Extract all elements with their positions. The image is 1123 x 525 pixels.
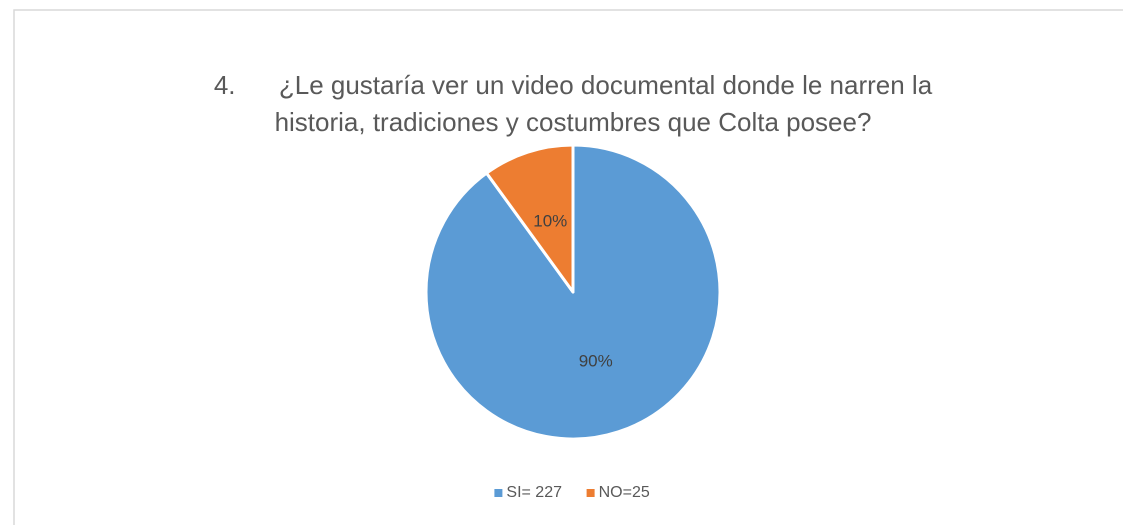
chart-title: 4. ¿Le gustaría ver un video documental … [214,70,933,100]
legend-swatch [494,489,503,497]
legend-swatch [586,489,595,497]
chart-title: historia, tradiciones y costumbres que C… [275,107,872,137]
legend-label: SI= 227 [506,484,562,501]
data-label: 10% [533,212,567,231]
pie-slice [485,143,575,294]
legend-label: NO=25 [599,484,650,501]
data-label: 90% [579,351,613,370]
